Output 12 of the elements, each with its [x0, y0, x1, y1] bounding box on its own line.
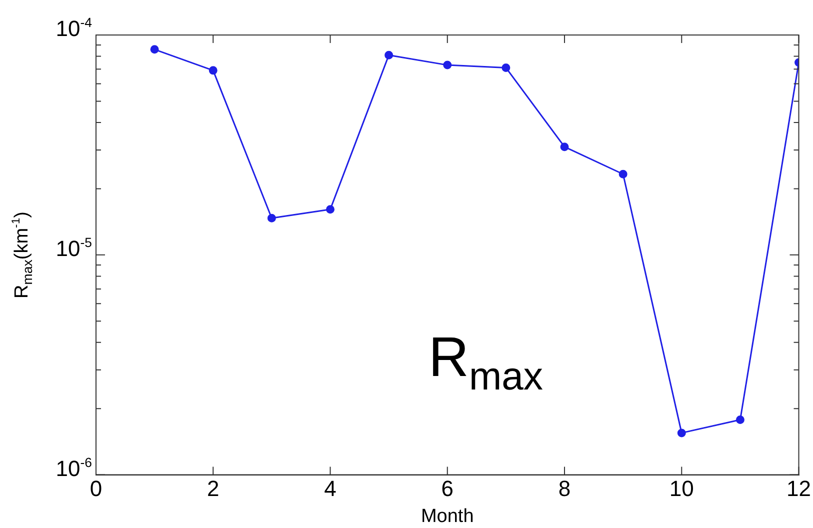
annotation: R$_{max}$ — [428, 324, 544, 398]
x-axis-title: Month — [420, 506, 474, 527]
y-tick-label: 10$^{-5}$ — [56, 234, 92, 262]
x-tick-label: 10 — [669, 476, 694, 502]
x-tick-label: 2 — [207, 476, 220, 502]
x-tick-label: 0 — [90, 476, 102, 502]
x-tick-label: 4 — [324, 476, 336, 502]
x-tick-label: 12 — [786, 476, 812, 502]
x-tick-label: 8 — [558, 476, 571, 502]
y-tick-label: 10$^{-4}$ — [56, 14, 92, 42]
y-tick-label: 10$^{-6}$ — [56, 454, 92, 481]
x-tick-label: 6 — [441, 476, 454, 502]
